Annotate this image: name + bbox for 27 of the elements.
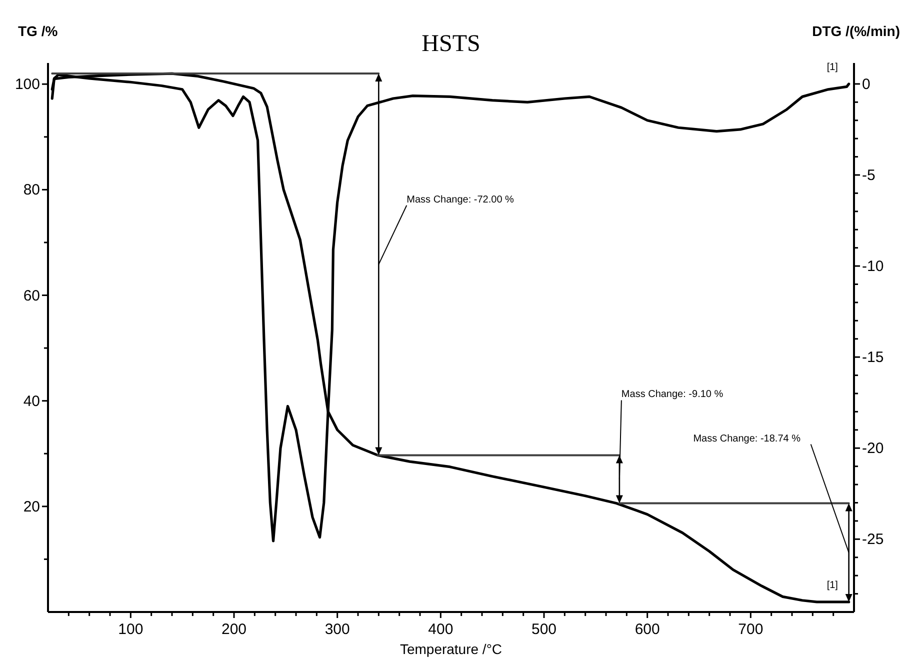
x-tick-label: 600 bbox=[634, 621, 660, 638]
x-axis-title: Temperature /°C bbox=[400, 641, 502, 657]
x-tick-label: 400 bbox=[428, 621, 454, 638]
y2-tick-label: -10 bbox=[862, 258, 884, 276]
x-tick-label: 200 bbox=[221, 621, 247, 638]
y2-tick-label: -5 bbox=[862, 166, 876, 184]
x-tick-label: 300 bbox=[324, 621, 350, 638]
y-tick-label: 60 bbox=[23, 287, 40, 304]
annotation: [1] bbox=[826, 62, 838, 73]
y2-axis-title: DTG /(%/min) bbox=[812, 23, 900, 39]
annotation: [1] bbox=[826, 580, 838, 591]
y-tick-label: 80 bbox=[23, 182, 40, 199]
x-tick-label: 500 bbox=[531, 621, 557, 638]
x-tick-label: 700 bbox=[738, 621, 764, 638]
y-tick-label: 100 bbox=[14, 76, 40, 94]
y2-tick-label: -15 bbox=[862, 349, 884, 366]
annotation: Mass Change: -18.74 % bbox=[693, 433, 801, 444]
chart-title: HSTS bbox=[422, 31, 480, 57]
y2-tick-label: 0 bbox=[862, 76, 870, 93]
x-tick-label: 100 bbox=[118, 621, 144, 638]
y-tick-label: 20 bbox=[23, 498, 40, 516]
y2-tick-label: -25 bbox=[862, 531, 884, 548]
annotation: Mass Change: -9.10 % bbox=[621, 389, 724, 400]
y-tick-label: 40 bbox=[23, 392, 40, 410]
y2-tick-label: -20 bbox=[862, 440, 884, 458]
y-axis-title: TG /% bbox=[18, 23, 58, 39]
annotation: Mass Change: -72.00 % bbox=[406, 194, 514, 206]
